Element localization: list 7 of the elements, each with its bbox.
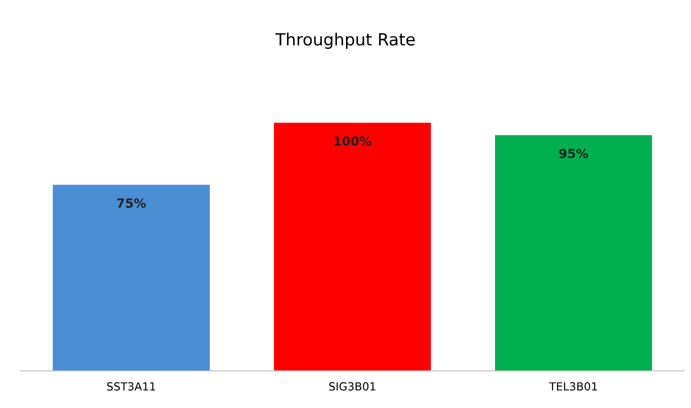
data-label: 75% xyxy=(117,198,146,208)
data-label: 100% xyxy=(334,136,372,146)
x-tick-label: SIG3B01 xyxy=(329,382,376,391)
x-tick-label: TEL3B01 xyxy=(549,382,597,391)
data-label: 95% xyxy=(559,148,588,158)
x-tick-label: SST3A11 xyxy=(107,382,156,391)
chart-title: Throughput Rate xyxy=(275,32,415,49)
